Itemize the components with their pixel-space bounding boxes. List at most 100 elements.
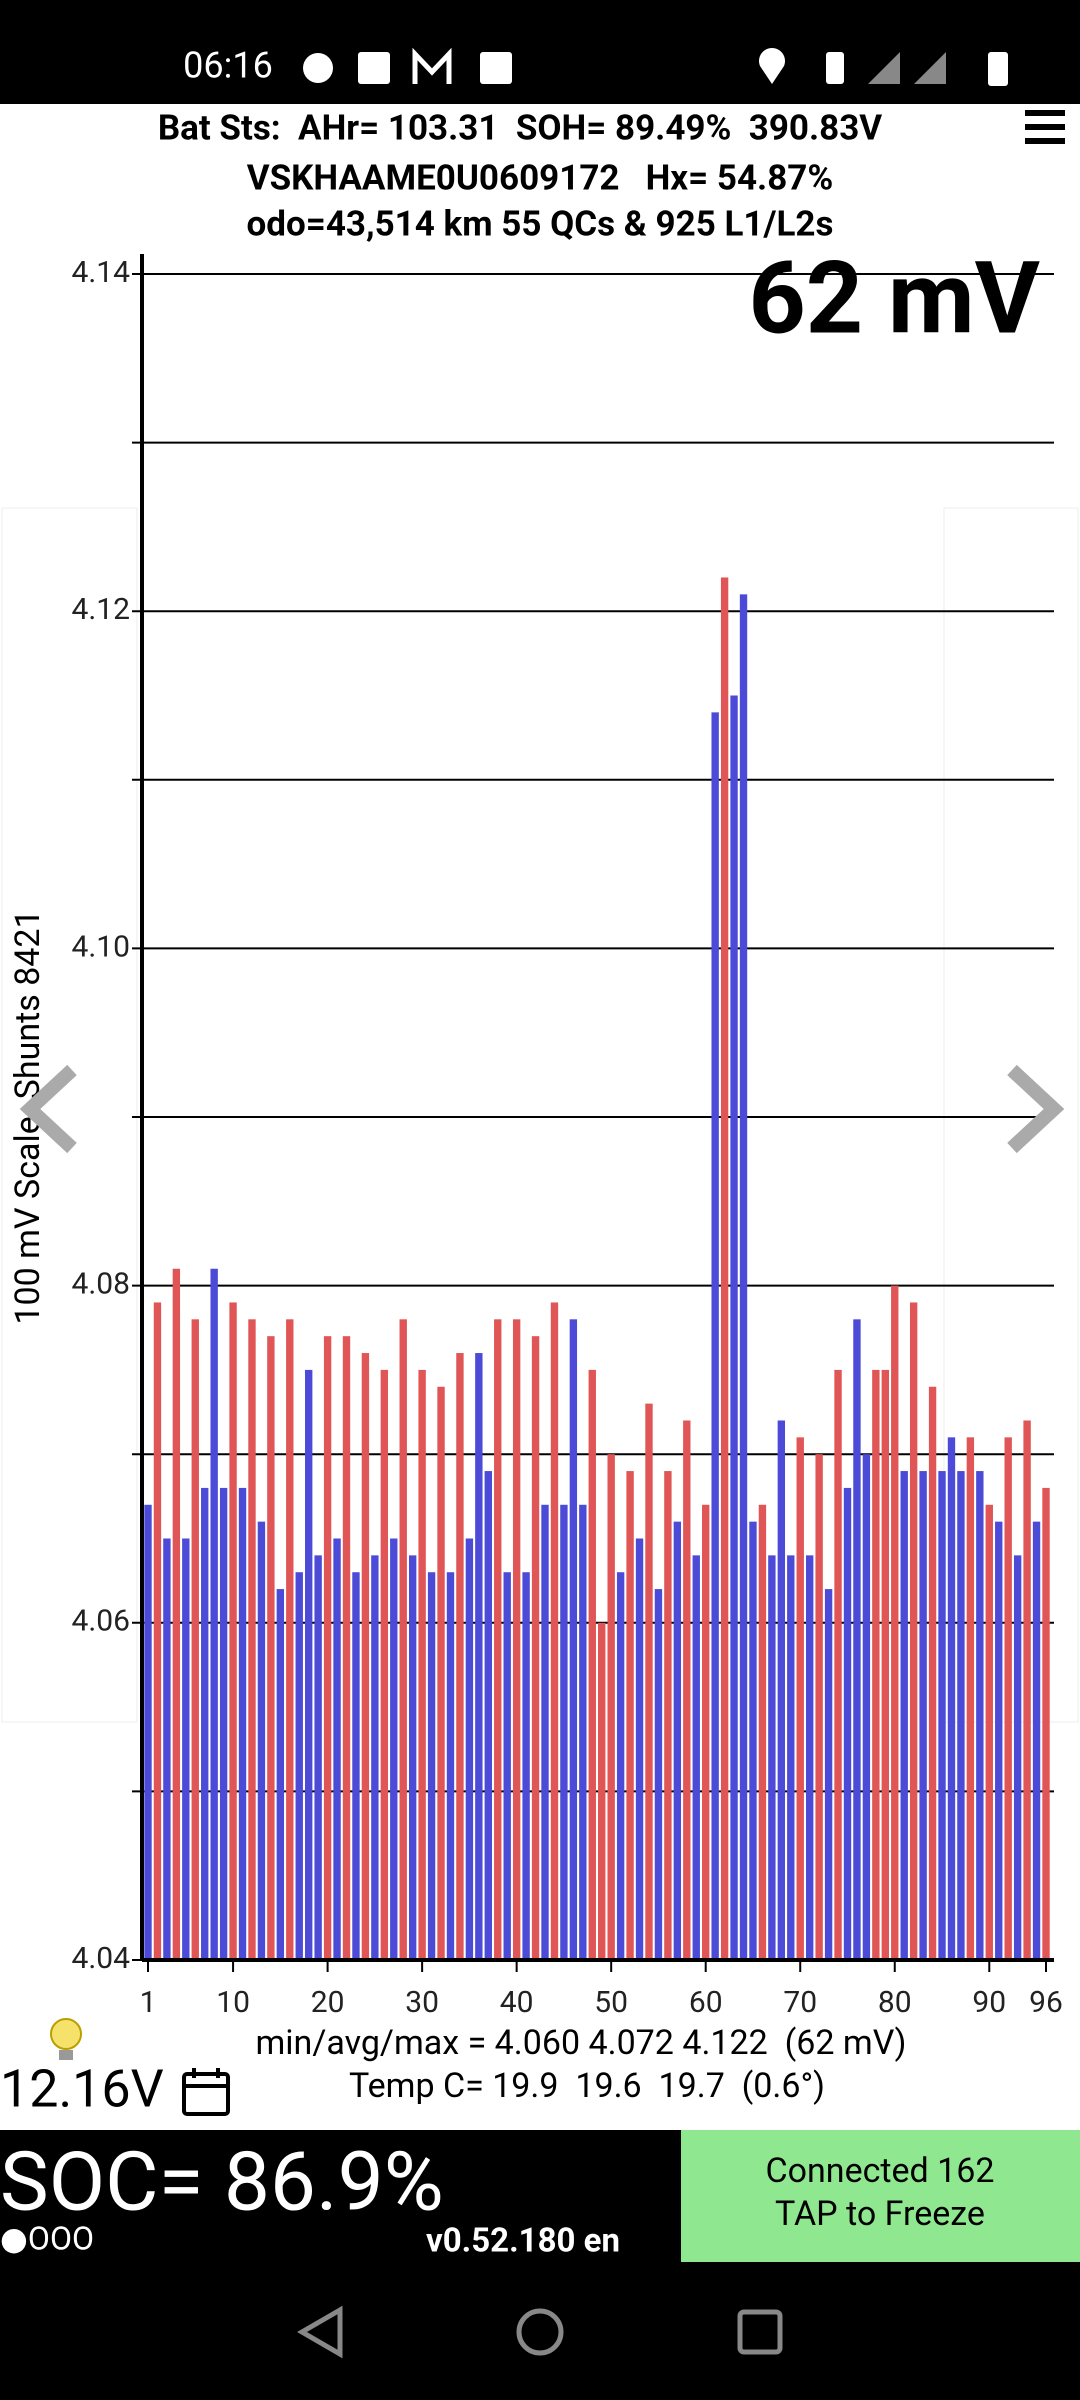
bar	[1004, 1437, 1012, 1960]
bar	[730, 695, 738, 1960]
bar	[229, 1302, 237, 1960]
bar	[635, 1538, 644, 1960]
bar	[418, 1369, 426, 1960]
bar	[645, 1403, 653, 1960]
bar	[323, 1336, 332, 1960]
bar	[853, 1319, 861, 1960]
bar	[163, 1538, 171, 1960]
bar	[976, 1471, 984, 1960]
y-tick-label: 4.12	[72, 592, 131, 627]
bar	[295, 1572, 303, 1960]
bar	[985, 1504, 993, 1960]
bar	[144, 1504, 152, 1960]
bulb-icon[interactable]	[50, 2018, 82, 2060]
bar	[787, 1555, 795, 1960]
bar	[191, 1319, 199, 1960]
bar	[484, 1471, 492, 1960]
header-line: VSKHAAME0U0609172 Hx= 54.87%	[247, 157, 834, 198]
clock: 06:16	[183, 45, 273, 87]
bar	[531, 1336, 540, 1960]
bar	[739, 594, 748, 1960]
bar	[909, 1302, 918, 1960]
bar	[626, 1471, 634, 1960]
bar	[248, 1319, 256, 1960]
status-icons	[303, 47, 1008, 86]
bar	[579, 1504, 587, 1960]
bar	[437, 1386, 445, 1960]
bar	[900, 1471, 908, 1960]
bar	[1013, 1555, 1022, 1960]
stats-line: min/avg/max = 4.060 4.072 4.122 (62 mV)	[255, 2023, 906, 2063]
x-tick-label: 10	[216, 1985, 250, 2020]
bar	[1042, 1487, 1050, 1960]
bar	[598, 1622, 606, 1960]
bar	[475, 1353, 483, 1960]
y-tick-label: 4.04	[72, 1941, 131, 1976]
bar	[616, 1572, 625, 1960]
nav-back[interactable]	[297, 2305, 343, 2359]
bar	[238, 1487, 247, 1960]
prev-arrow[interactable]	[19, 1064, 77, 1154]
y-tick-label: 4.10	[72, 929, 131, 964]
bar	[380, 1369, 389, 1960]
y-tick-label: 4.06	[72, 1604, 131, 1639]
menu-button[interactable]	[1025, 110, 1065, 144]
bar	[465, 1538, 474, 1960]
bar	[947, 1437, 956, 1960]
bar	[560, 1504, 568, 1960]
button-text: Connected 162	[766, 2151, 995, 2191]
bar	[995, 1521, 1003, 1960]
bar	[872, 1369, 880, 1960]
bar	[172, 1268, 181, 1960]
bar	[654, 1589, 663, 1960]
bar	[276, 1589, 285, 1960]
bar	[768, 1555, 776, 1960]
header-line: odo=43,514 km 55 QCs & 925 L1/L2s	[247, 203, 834, 244]
bar	[938, 1471, 946, 1960]
bar	[267, 1336, 275, 1960]
bar	[286, 1319, 294, 1960]
bar	[824, 1589, 833, 1960]
bar	[333, 1538, 341, 1960]
bar	[692, 1555, 700, 1960]
bar	[891, 1285, 899, 1960]
nav-home[interactable]	[516, 2308, 564, 2356]
y-tick-label: 4.08	[72, 1267, 131, 1302]
page-dots: ●OOO	[0, 2219, 94, 2257]
bar	[664, 1471, 672, 1960]
bar	[758, 1504, 767, 1960]
bar	[957, 1471, 965, 1960]
bar	[352, 1572, 360, 1960]
bar	[815, 1454, 823, 1960]
bar	[210, 1268, 218, 1960]
bar	[522, 1572, 530, 1960]
x-tick-label: 96	[1029, 1985, 1063, 2020]
soc: SOC= 86.9%	[0, 2135, 444, 2231]
bar	[512, 1319, 521, 1960]
x-tick-label: 90	[972, 1985, 1006, 2020]
bar	[541, 1504, 549, 1960]
x-tick-label: 60	[689, 1985, 723, 2020]
freeze-button[interactable]: Connected 162 TAP to Freeze	[681, 2130, 1080, 2262]
bar	[881, 1369, 889, 1960]
bar	[711, 712, 719, 1960]
next-arrow[interactable]	[1007, 1064, 1065, 1154]
bar	[607, 1454, 615, 1960]
bar	[862, 1454, 871, 1960]
bar	[182, 1538, 190, 1960]
x-tick-label: 70	[783, 1985, 817, 2020]
bar	[569, 1319, 578, 1960]
bar	[919, 1471, 927, 1960]
temp-line: Temp C= 19.9 19.6 19.7 (0.6°)	[349, 2066, 825, 2106]
nav-recent[interactable]	[737, 2309, 783, 2355]
calendar-icon[interactable]	[182, 2068, 230, 2116]
bar	[720, 577, 729, 1960]
bar	[371, 1555, 379, 1960]
x-tick-label: 80	[878, 1985, 912, 2020]
bar	[749, 1521, 757, 1960]
bar	[673, 1521, 682, 1960]
bar	[456, 1353, 464, 1960]
x-tick-label: 30	[405, 1985, 439, 2020]
bar	[503, 1572, 511, 1960]
